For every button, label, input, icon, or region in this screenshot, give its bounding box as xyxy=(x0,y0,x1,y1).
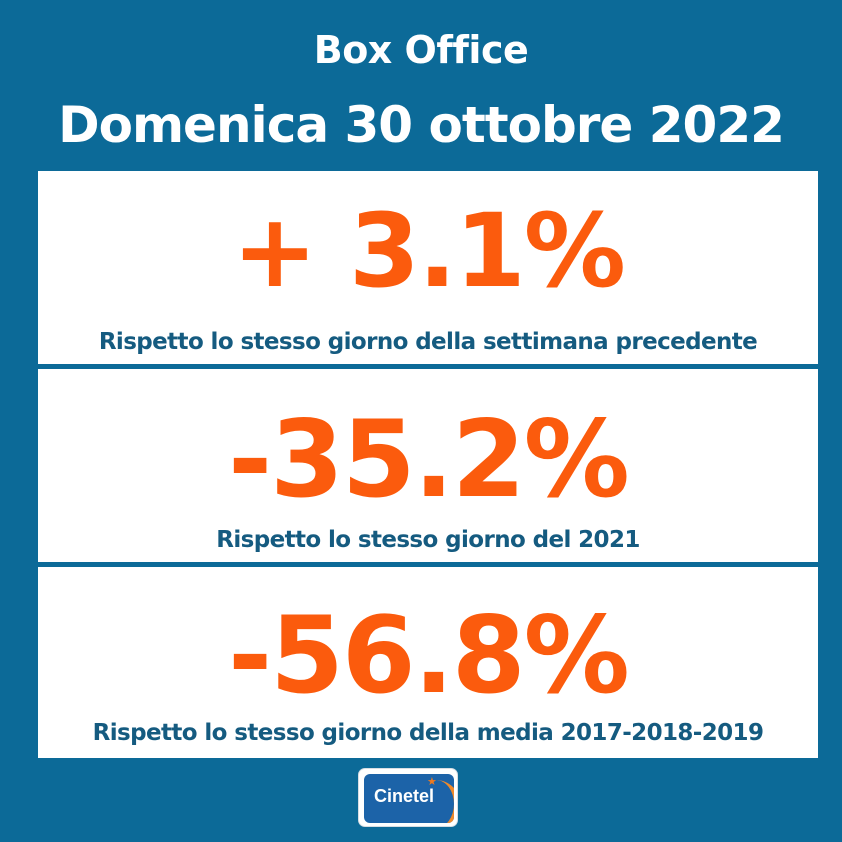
stat-caption: Rispetto lo stesso giorno della media 20… xyxy=(92,720,764,746)
star-icon: ★ xyxy=(427,775,437,788)
cinetel-logo: ★ Cinetel xyxy=(358,768,458,827)
stat-value: -35.2% xyxy=(228,398,630,521)
stat-card-three-year-average: -56.8% Rispetto lo stesso giorno della m… xyxy=(38,567,818,758)
logo-badge: ★ Cinetel xyxy=(364,774,454,823)
logo-text: Cinetel xyxy=(373,786,434,806)
page-title: Box Office xyxy=(313,28,529,72)
stat-card-previous-year: -35.2% Rispetto lo stesso giorno del 202… xyxy=(38,369,818,562)
stat-value: -56.8% xyxy=(228,594,630,717)
stat-value: + 3.1% xyxy=(232,192,626,311)
stat-caption: Rispetto lo stesso giorno del 2021 xyxy=(216,527,640,553)
page-date: Domenica 30 ottobre 2022 xyxy=(58,96,785,154)
stat-card-previous-week: + 3.1% Rispetto lo stesso giorno della s… xyxy=(38,171,818,364)
stat-caption: Rispetto lo stesso giorno della settiman… xyxy=(98,329,758,355)
